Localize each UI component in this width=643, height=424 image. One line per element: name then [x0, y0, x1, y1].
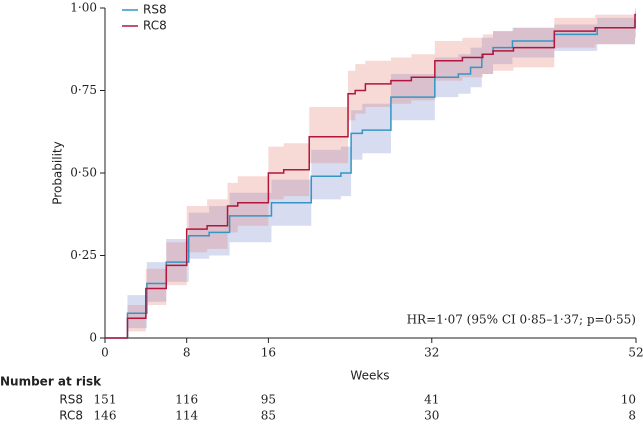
- survival-line: [105, 13, 636, 339]
- x-axis-label: Weeks: [350, 369, 389, 383]
- annotation: HR=1·07 (95% CI 0·85–1·37; p=0·55): [407, 313, 636, 327]
- risk-row-label: RC8: [59, 409, 83, 423]
- risk-count: 10: [621, 393, 636, 407]
- x-tick-label: 16: [261, 346, 276, 360]
- risk-count: 151: [94, 393, 117, 407]
- x-tick-label: 0: [101, 346, 109, 360]
- y-tick-label: 1·00: [70, 1, 97, 15]
- risk-count: 146: [94, 409, 117, 423]
- x-tick-label: 8: [183, 346, 191, 360]
- risk-count: 8: [628, 409, 636, 423]
- x-tick-label: 32: [424, 346, 439, 360]
- confidence-band: [105, 11, 636, 339]
- confidence-band: [105, 8, 636, 338]
- risk-count: 114: [175, 409, 198, 423]
- y-axis-label: Probability: [51, 141, 65, 204]
- x-tick-label: 52: [628, 346, 643, 360]
- legend-label: RS8: [143, 3, 167, 17]
- risk-count: 41: [424, 393, 439, 407]
- risk-count: 116: [175, 393, 198, 407]
- risk-count: 30: [424, 409, 439, 423]
- risk-row-label: RS8: [59, 393, 83, 407]
- y-tick-label: 0·75: [70, 83, 97, 97]
- risk-title: Number at risk: [0, 375, 102, 389]
- y-tick-label: 0·50: [70, 166, 97, 180]
- risk-count: 95: [261, 393, 276, 407]
- survival-line: [105, 20, 636, 339]
- y-tick-label: 0·25: [70, 248, 97, 262]
- legend-label: RC8: [143, 19, 167, 33]
- risk-count: 85: [261, 409, 276, 423]
- y-tick-label: 0: [89, 331, 97, 345]
